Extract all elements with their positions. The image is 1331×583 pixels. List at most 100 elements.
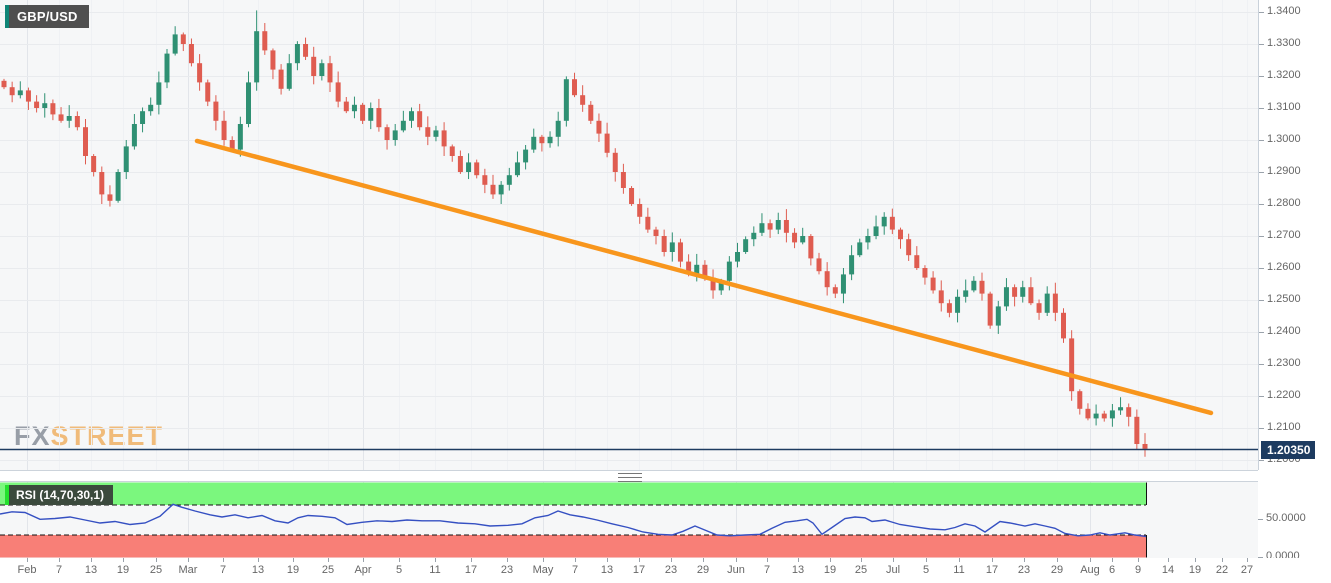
time-tick-mark — [575, 558, 576, 562]
rsi-tick-mark — [1258, 557, 1263, 558]
price-tick-mark — [1259, 140, 1264, 141]
time-tick-label: Jul — [885, 564, 901, 576]
watermark-street: STREET — [50, 421, 164, 451]
price-tick-label: 1.2200 — [1267, 389, 1301, 401]
price-tick-label: 1.2500 — [1267, 293, 1301, 305]
candlestick-series — [1, 10, 1148, 457]
price-tick-mark — [1259, 108, 1264, 109]
price-tick-label: 1.2100 — [1267, 421, 1301, 433]
time-tick-mark — [1057, 558, 1058, 562]
time-tick-mark — [59, 558, 60, 562]
time-tick-label: 5 — [395, 564, 403, 576]
price-tick-mark — [1259, 236, 1264, 237]
candlestick-chart-canvas[interactable] — [0, 0, 1258, 470]
time-tick-mark — [293, 558, 294, 562]
time-tick-mark — [767, 558, 768, 562]
rsi-tick-mark — [1258, 519, 1263, 520]
price-axis[interactable]: 1.3400 1.3300 1.3200 1.3100 1.3000 1.2900 1.28… — [1258, 0, 1331, 470]
time-tick-mark — [435, 558, 436, 562]
price-tick-mark — [1259, 460, 1264, 461]
time-tick-mark — [258, 558, 259, 562]
price-tick-label: 1.2900 — [1267, 165, 1301, 177]
price-tick-mark — [1259, 76, 1264, 77]
price-tick-mark — [1259, 364, 1264, 365]
price-tick-label: 1.3300 — [1267, 37, 1301, 49]
price-tick-label: 1.2700 — [1267, 229, 1301, 241]
time-tick-label: Feb — [17, 564, 37, 576]
time-tick-label: May — [532, 564, 554, 576]
time-tick-mark — [1168, 558, 1169, 562]
descending-trendline[interactable] — [194, 138, 1214, 416]
time-tick-label: Apr — [354, 564, 372, 576]
pane-splitter[interactable] — [0, 471, 1331, 482]
time-tick-label: 9 — [1134, 564, 1142, 576]
time-tick-label: 7 — [219, 564, 227, 576]
time-tick-mark — [91, 558, 92, 562]
time-tick-mark — [363, 558, 364, 562]
rsi-indicator-badge[interactable]: RSI (14,70,30,1) — [5, 485, 114, 505]
time-tick-mark — [543, 558, 544, 562]
current-price-label: 1.20350 — [1261, 440, 1316, 459]
time-tick-mark — [507, 558, 508, 562]
time-tick-mark — [223, 558, 224, 562]
time-tick-label: 7 — [55, 564, 63, 576]
symbol-badge: GBP/USD — [5, 5, 89, 28]
time-tick-mark — [1138, 558, 1139, 562]
price-tick-mark — [1259, 12, 1264, 13]
time-tick-label: Mar — [178, 564, 198, 576]
time-tick-mark — [471, 558, 472, 562]
time-tick-label: 25 — [149, 564, 163, 576]
rsi-axis[interactable]: 50.0000 0.0000 — [1258, 481, 1331, 562]
time-tick-label: Jun — [727, 564, 745, 576]
time-tick-mark — [607, 558, 608, 562]
time-tick-mark — [893, 558, 894, 562]
time-axis[interactable]: Feb 7 13 19 25 Mar 7 13 19 25 Apr 5 11 17 23 May 7 13 17 23… — [0, 558, 1331, 583]
price-tick-label: 1.2400 — [1267, 325, 1301, 337]
price-tick-mark — [1259, 428, 1264, 429]
price-tick-label: 1.3100 — [1267, 101, 1301, 113]
time-tick-label: 27 — [1240, 564, 1254, 576]
grid-lines — [0, 0, 1258, 470]
price-chart-pane[interactable]: FXSTREET GBP/USD — [0, 0, 1258, 471]
time-tick-mark — [926, 558, 927, 562]
price-tick-label: 1.2600 — [1267, 261, 1301, 273]
time-tick-mark — [861, 558, 862, 562]
time-tick-mark — [27, 558, 28, 562]
time-tick-label: Aug — [1080, 564, 1100, 576]
rsi-chart-canvas[interactable] — [0, 482, 1258, 558]
fxstreet-watermark: FXSTREET — [14, 421, 163, 452]
time-tick-mark — [188, 558, 189, 562]
time-tick-label: 13 — [251, 564, 265, 576]
time-tick-mark — [798, 558, 799, 562]
time-tick-mark — [639, 558, 640, 562]
time-tick-mark — [328, 558, 329, 562]
time-tick-label: 23 — [1017, 564, 1031, 576]
rsi-indicator-pane[interactable]: RSI (14,70,30,1) — [0, 481, 1258, 559]
price-tick-label: 1.2800 — [1267, 197, 1301, 209]
time-tick-mark — [830, 558, 831, 562]
time-tick-mark — [992, 558, 993, 562]
pane-splitter-grip-icon[interactable] — [618, 473, 642, 482]
time-tick-label: 29 — [696, 564, 710, 576]
time-tick-mark — [1024, 558, 1025, 562]
time-tick-label: 19 — [286, 564, 300, 576]
watermark-fx: FX — [14, 421, 51, 451]
price-tick-mark — [1259, 396, 1264, 397]
time-tick-mark — [671, 558, 672, 562]
time-tick-label: 17 — [985, 564, 999, 576]
price-tick-label: 1.2300 — [1267, 357, 1301, 369]
time-tick-label: 11 — [953, 564, 965, 576]
price-tick-label: 1.3200 — [1267, 69, 1301, 81]
time-tick-label: 13 — [84, 564, 98, 576]
time-tick-mark — [1222, 558, 1223, 562]
price-tick-mark — [1259, 332, 1264, 333]
time-tick-mark — [703, 558, 704, 562]
time-tick-label: 11 — [429, 564, 441, 576]
time-tick-label: 29 — [1050, 564, 1064, 576]
rsi-overbought-band — [0, 482, 1146, 505]
time-tick-mark — [156, 558, 157, 562]
time-tick-label: 19 — [1188, 564, 1202, 576]
rsi-oversold-band — [0, 535, 1146, 558]
time-tick-label: 6 — [1108, 564, 1116, 576]
